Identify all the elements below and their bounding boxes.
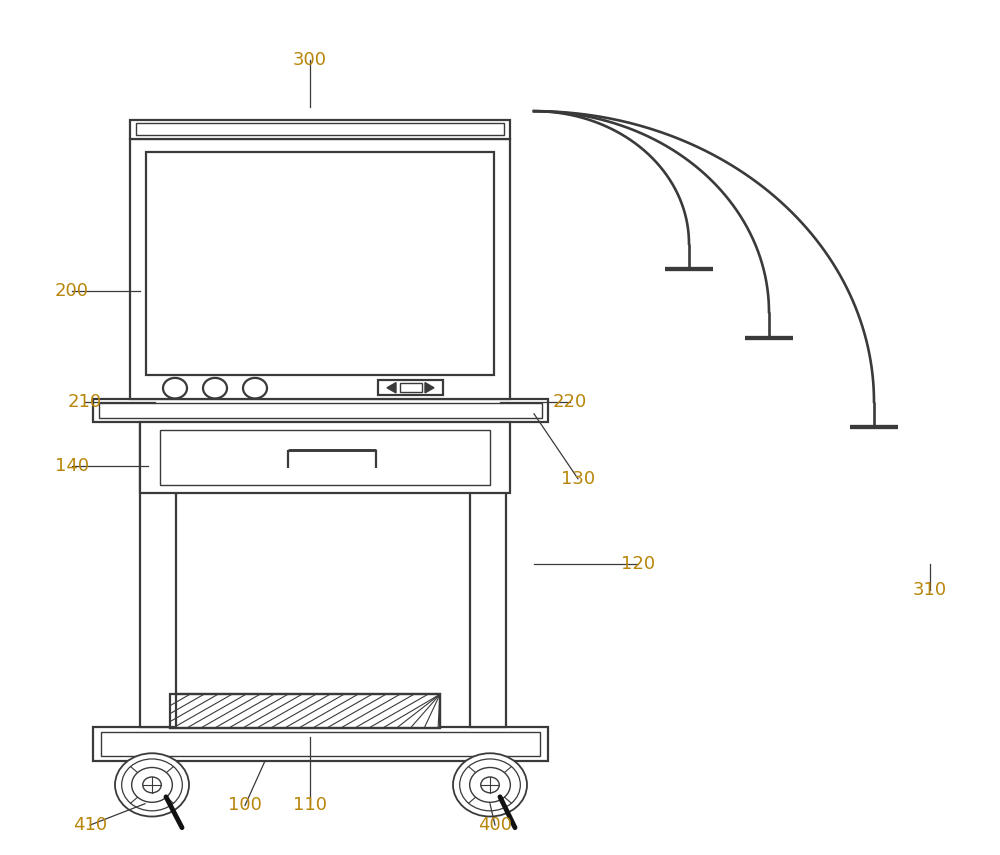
Circle shape: [203, 378, 227, 398]
Bar: [160, 430, 490, 485]
Text: 400: 400: [478, 816, 512, 834]
Circle shape: [481, 777, 499, 793]
Bar: [99, 403, 542, 418]
Circle shape: [132, 768, 172, 802]
Bar: [170, 694, 440, 728]
Text: 310: 310: [913, 581, 947, 599]
Bar: [101, 732, 540, 756]
Bar: [130, 139, 510, 399]
Bar: [140, 422, 510, 493]
Text: 100: 100: [228, 796, 262, 815]
Text: 220: 220: [553, 392, 587, 411]
Text: 130: 130: [561, 469, 595, 488]
Text: 110: 110: [293, 796, 327, 815]
Text: 140: 140: [55, 457, 89, 475]
Circle shape: [143, 777, 161, 793]
Text: 210: 210: [68, 392, 102, 411]
Polygon shape: [425, 383, 434, 393]
Bar: [140, 419, 176, 727]
Circle shape: [163, 378, 187, 398]
Circle shape: [470, 768, 510, 802]
Bar: [146, 152, 494, 375]
Circle shape: [122, 759, 182, 811]
Bar: [93, 727, 548, 761]
Bar: [93, 399, 548, 422]
Bar: [400, 383, 422, 392]
Text: 200: 200: [55, 281, 89, 300]
Circle shape: [453, 753, 527, 817]
Bar: [130, 120, 510, 139]
Polygon shape: [387, 383, 396, 393]
Bar: [378, 380, 443, 395]
Bar: [136, 123, 504, 135]
Bar: [170, 694, 440, 728]
Text: 300: 300: [293, 50, 327, 69]
Circle shape: [115, 753, 189, 817]
Text: 120: 120: [621, 555, 655, 574]
Text: 410: 410: [73, 816, 107, 834]
Circle shape: [460, 759, 520, 811]
Circle shape: [243, 378, 267, 398]
Bar: [470, 419, 506, 727]
